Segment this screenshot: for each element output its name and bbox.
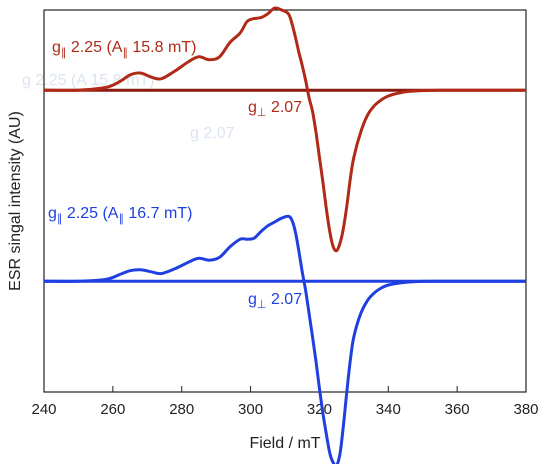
x-tick-label: 300 (238, 401, 263, 418)
ghost-text: g 2.25 (A 15.8 mT) (22, 72, 155, 89)
annotation-layer: g∥ 2.25 (A∥ 15.8 mT) g⊥ 2.07 g∥ 2.25 (A∥… (48, 39, 302, 311)
x-axis: 240 260 280 300 320 340 360 380 (31, 386, 539, 418)
series-line (43, 214, 526, 464)
x-tick-label: 260 (100, 401, 125, 418)
y-axis-label: ESR singal intensity (AU) (7, 111, 24, 291)
lower-g-parallel-label: g∥ 2.25 (A∥ 16.7 mT) (48, 205, 192, 225)
series-layer (43, 6, 526, 464)
lower-g-perp-label: g⊥ 2.07 (248, 291, 302, 311)
upper-g-parallel-label: g∥ 2.25 (A∥ 15.8 mT) (52, 39, 196, 59)
x-tick-label: 320 (307, 401, 332, 418)
plot-frame (43, 9, 527, 393)
x-tick-label: 280 (169, 401, 194, 418)
x-tick-label: 380 (513, 401, 538, 418)
ghost-text: g 2.07 (190, 125, 235, 142)
x-axis-label: Field / mT (249, 435, 320, 452)
x-tick-label: 360 (445, 401, 470, 418)
upper-g-perp-label: g⊥ 2.07 (248, 99, 302, 119)
x-tick-label: 240 (31, 401, 56, 418)
x-tick-label: 340 (376, 401, 401, 418)
ghost-text-layer: g 2.25 (A 15.8 mT) g 2.07 (22, 72, 235, 142)
series-line (43, 6, 526, 253)
